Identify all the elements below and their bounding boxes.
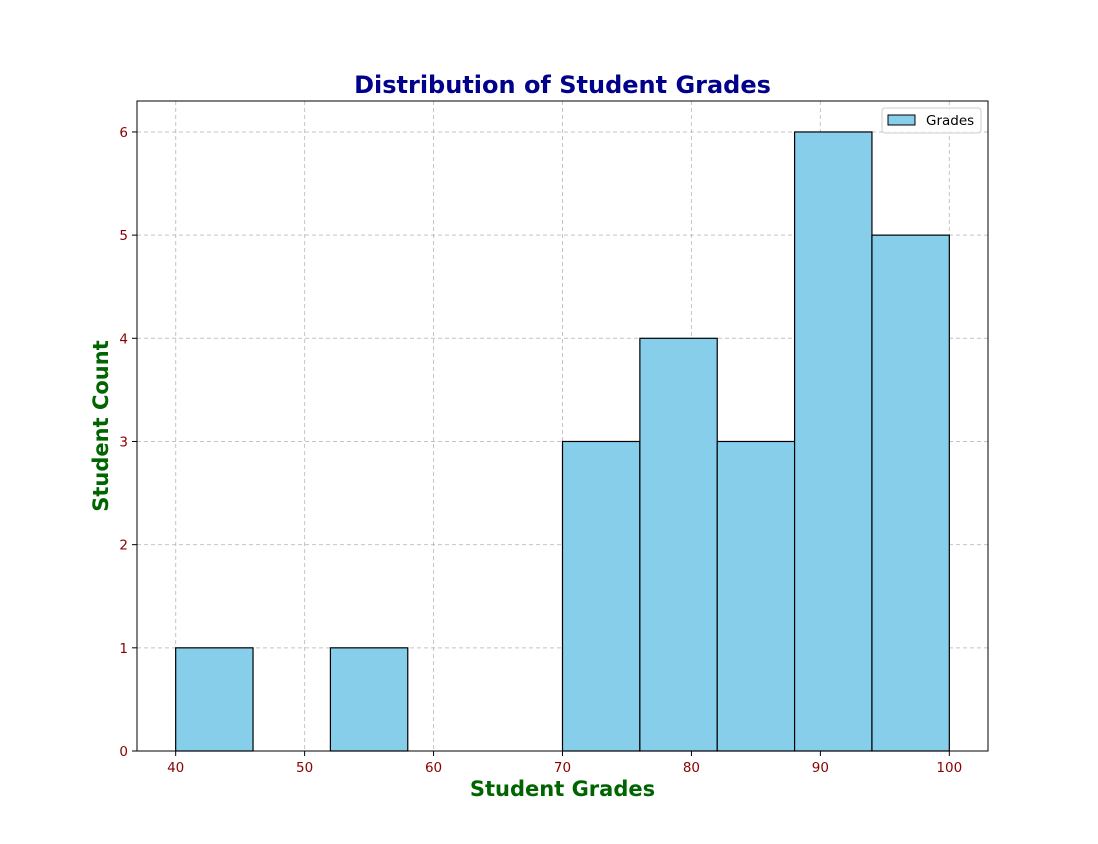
histogram-bar (639, 337, 718, 752)
y-tick-label: 3 (119, 434, 128, 450)
x-tick-label: 90 (812, 760, 829, 776)
histogram-bar (561, 440, 641, 752)
y-tick-label: 1 (119, 641, 128, 657)
y-axis-ticks: 0 1 2 3 4 5 6 (119, 125, 137, 760)
x-tick-label: 70 (554, 760, 571, 776)
y-tick-label: 6 (119, 125, 128, 141)
legend-box (881, 107, 982, 134)
legend-swatch (887, 114, 916, 126)
histogram-bar (871, 234, 950, 752)
x-tick-label: 100 (936, 760, 962, 776)
histogram-bar (175, 647, 254, 752)
histogram-bar (329, 647, 409, 752)
histogram-bar (793, 131, 873, 752)
bars (175, 131, 950, 752)
x-axis-ticks: 40 50 60 70 80 90 100 (167, 751, 962, 776)
x-tick-label: 40 (167, 760, 184, 776)
x-tick-label: 80 (683, 760, 700, 776)
y-tick-label: 4 (119, 331, 128, 347)
y-axis-label: Student Count (89, 340, 113, 511)
x-tick-label: 50 (296, 760, 313, 776)
x-axis-label: Student Grades (470, 777, 655, 801)
y-tick-label: 5 (119, 228, 128, 244)
legend: Grades (881, 107, 982, 134)
y-tick-label: 0 (119, 744, 128, 760)
y-tick-label: 2 (119, 538, 128, 554)
x-tick-label: 60 (425, 760, 442, 776)
chart-title: Distribution of Student Grades (354, 71, 771, 99)
legend-label: Grades (926, 113, 974, 129)
histogram-bar (716, 440, 796, 752)
